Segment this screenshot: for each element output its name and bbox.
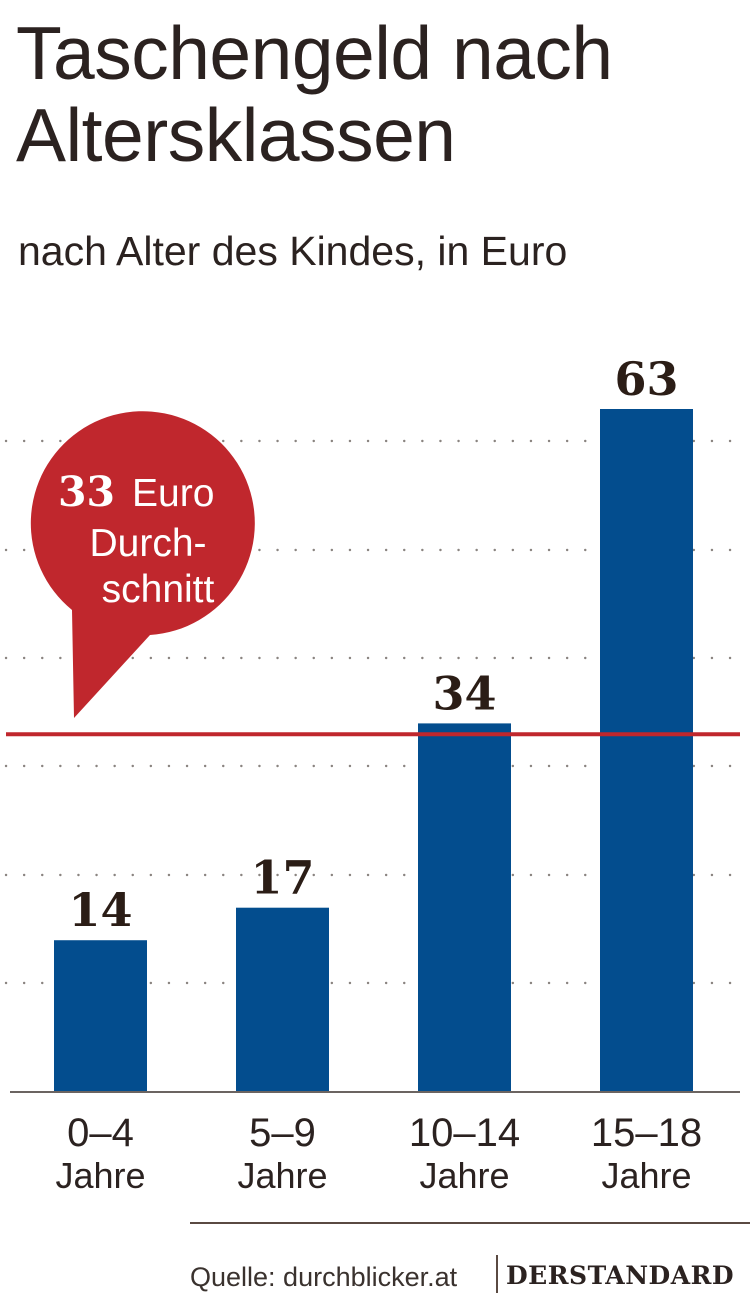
bar [418,723,511,1092]
average-callout: 33 Euro Durch- schnitt [30,411,255,718]
chart-title: Taschengeld nach Altersklassen [16,11,613,177]
category-label: 0–4 [67,1111,134,1155]
callout-line3: schnitt [102,568,215,611]
bars: 14 17 34 63 [54,352,693,1092]
callout-unit: Euro [132,472,214,515]
category-label: 5–9 [249,1111,316,1155]
value-label: 63 [614,352,678,406]
callout-bubble [30,411,255,718]
callout-number: 33 [58,468,115,516]
value-label: 14 [68,883,132,937]
value-label: 34 [432,666,496,720]
value-label: 17 [250,851,314,905]
category-label: 10–14 [409,1111,520,1155]
publisher-logo: DERSTANDARD [506,1261,735,1290]
chart-subtitle: nach Alter des Kindes, in Euro [18,228,568,274]
bar [236,907,329,1092]
footer-separator [496,1255,498,1293]
category-unit-label: Jahre [237,1155,327,1196]
category-unit-label: Jahre [55,1155,145,1196]
callout-line2: Durch- [89,522,206,565]
category-unit-label: Jahre [419,1155,509,1196]
bar [600,409,693,1092]
source-note: Quelle: durchblicker.at [190,1262,458,1292]
footer-rule [190,1222,750,1224]
category-label: 15–18 [591,1111,702,1155]
category-unit-label: Jahre [601,1155,691,1196]
bar [54,940,147,1092]
